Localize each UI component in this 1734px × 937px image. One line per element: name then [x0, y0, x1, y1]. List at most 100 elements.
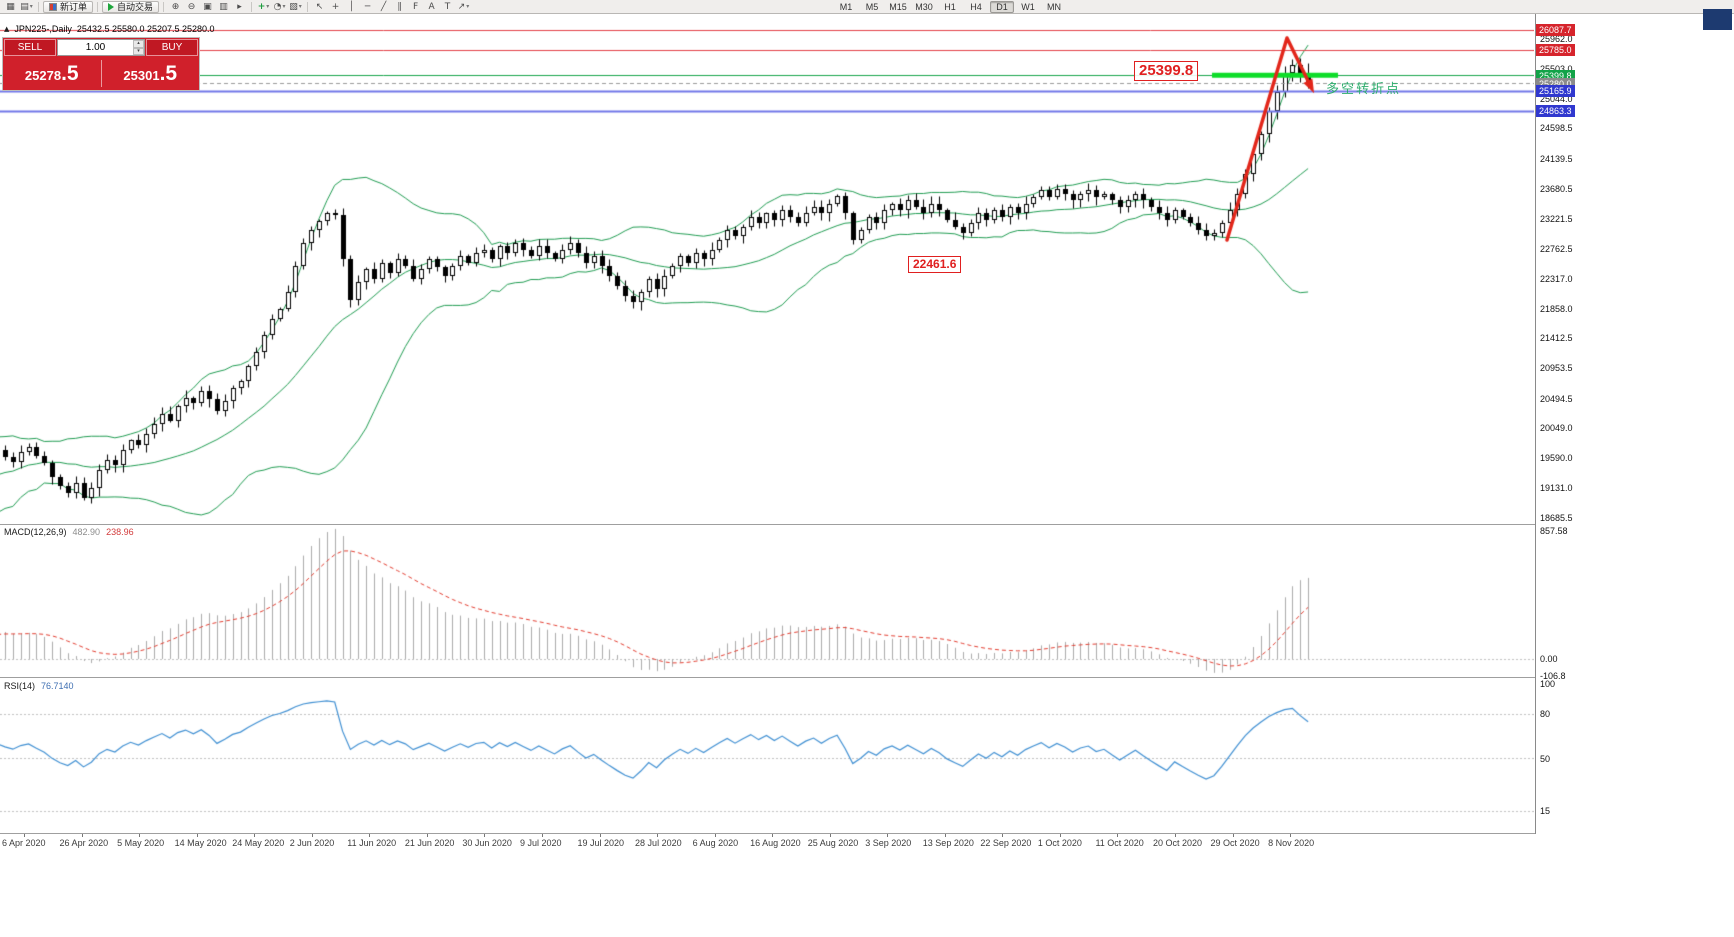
timeframe-m1[interactable]: M1 — [834, 1, 858, 13]
price-axis-label: -106.8 — [1540, 670, 1566, 681]
cascade-windows-icon: ▥ — [219, 1, 228, 12]
macd-title: MACD(12,26,9) — [4, 527, 67, 537]
buy-price[interactable]: 25301 .5 — [102, 63, 200, 84]
arrows-icon[interactable]: ↗ ▾ — [456, 1, 471, 13]
time-axis-label: 29 Oct 2020 — [1210, 838, 1260, 848]
time-axis-separator — [0, 833, 1610, 834]
time-axis-tick — [1059, 834, 1061, 837]
new-order-button[interactable]: 新订单 — [43, 0, 94, 13]
time-axis-label: 2 Jun 2020 — [289, 838, 335, 848]
price-axis-label: 15 — [1540, 806, 1551, 817]
text-icon[interactable]: A — [424, 1, 439, 13]
time-axis-tick — [139, 834, 141, 837]
macd-panel-separator[interactable] — [0, 524, 1610, 525]
timeframe-w1[interactable]: W1 — [1016, 1, 1040, 13]
time-axis-label: 8 Nov 2020 — [1268, 838, 1315, 848]
volume-up-button[interactable]: ▴ — [133, 40, 144, 48]
trendline-icon[interactable]: ╱ — [376, 1, 391, 13]
timeframe-m5[interactable]: M5 — [860, 1, 884, 13]
sell-price[interactable]: 25278 .5 — [3, 63, 101, 84]
cursor-icon[interactable]: ↖ — [312, 1, 327, 13]
profiles-icon[interactable]: ▤ ▾ — [19, 1, 34, 13]
zoom-out-icon[interactable]: ⊖ — [184, 1, 199, 13]
time-axis-tick — [887, 834, 889, 837]
crosshair-icon: + — [331, 1, 340, 12]
price-axis-label: 25503.0 — [1540, 64, 1573, 74]
time-axis-label: 21 Jun 2020 — [404, 838, 455, 848]
price-badge: 26087.7 — [1536, 24, 1575, 37]
timeframe-m15[interactable]: M15 — [886, 1, 910, 13]
chart-annotations-layer: 25399.8 22461.6 多空转折点 — [0, 14, 1534, 524]
buy-button[interactable]: BUY — [146, 39, 198, 56]
volume-value[interactable]: 1.00 — [85, 42, 106, 53]
scrollbar-thumb[interactable] — [1703, 9, 1732, 30]
price-axis-label: 24598.5 — [1540, 123, 1573, 134]
indicators-icon[interactable]: + ▾ — [256, 1, 271, 13]
trendline-icon: ╱ — [380, 1, 387, 12]
timeframe-mn[interactable]: MN — [1042, 1, 1066, 13]
dropdown-caret-icon: ▾ — [466, 3, 470, 10]
rsi-panel-separator[interactable] — [0, 677, 1610, 678]
price-axis-label: 20494.5 — [1540, 393, 1573, 404]
trade-widget-top-row: SELL 1.00 ▴ ▾ BUY — [3, 38, 199, 57]
price-axis-label: 100 — [1540, 679, 1556, 690]
time-axis-tick — [1175, 834, 1176, 837]
time-axis-tick — [1290, 834, 1292, 837]
fibonacci-icon[interactable]: F — [408, 1, 423, 13]
volume-down-button[interactable]: ▾ — [133, 47, 144, 55]
rsi-panel-label: RSI(14) 76.7140 — [4, 681, 74, 691]
periods-icon[interactable]: ◔ ▾ — [272, 1, 287, 13]
toolbar-separator — [251, 1, 253, 12]
arrows-icon: ↗ — [457, 1, 466, 12]
tile-windows-icon[interactable]: ▣ — [200, 1, 215, 13]
rsi-indicator-canvas[interactable] — [0, 678, 1534, 833]
order-icon — [49, 2, 57, 11]
price-label-object[interactable]: 25399.8 — [1134, 61, 1199, 81]
crosshair-icon[interactable]: + — [328, 1, 343, 13]
timeframe-d1[interactable]: D1 — [990, 0, 1015, 13]
cascade-windows-icon[interactable]: ▥ — [216, 1, 231, 13]
time-axis-label: 6 Aug 2020 — [692, 838, 739, 848]
autotrading-button[interactable]: 自动交易 — [102, 0, 160, 13]
sell-button[interactable]: SELL — [4, 39, 56, 56]
time-axis-tick — [311, 834, 313, 837]
dropdown-caret-icon: ▾ — [266, 3, 270, 10]
vertical-line-icon[interactable]: │ — [344, 1, 359, 13]
time-axis-tick — [1002, 834, 1004, 837]
timeframe-buttons: M1 M5 M15 M30 H1 H4 D1 W1 MN — [833, 0, 1067, 13]
dropdown-caret-icon: ▾ — [298, 3, 302, 10]
time-axis-tick — [657, 834, 659, 837]
channel-icon[interactable]: ∥ — [392, 1, 407, 13]
zoom-in-icon[interactable]: ⊕ — [168, 1, 183, 13]
time-axis-label: 20 Oct 2020 — [1153, 838, 1203, 848]
time-axis-label: 28 Jul 2020 — [635, 838, 682, 848]
time-axis-tick — [369, 834, 371, 837]
fibonacci-icon: F — [412, 1, 419, 12]
horizontal-line-icon[interactable]: ─ — [360, 1, 375, 13]
new-chart-icon[interactable]: ▦ — [3, 1, 18, 13]
label-icon[interactable]: T — [440, 1, 455, 13]
chart-ohlc-values: 25432.5 25580.0 25207.5 25280.0 — [76, 24, 215, 34]
time-axis-tick — [254, 834, 256, 837]
macd-indicator-canvas[interactable] — [0, 525, 1534, 677]
main-chart-canvas[interactable] — [0, 14, 1534, 524]
timeframe-h1[interactable]: H1 — [938, 1, 962, 13]
timeframe-m30[interactable]: M30 — [912, 1, 936, 13]
time-axis-tick — [1232, 834, 1234, 837]
price-axis-label: 24139.5 — [1540, 153, 1573, 164]
time-axis-label: 11 Oct 2020 — [1095, 838, 1144, 848]
time-axis-label: 13 Sep 2020 — [922, 838, 974, 848]
text-icon: A — [428, 1, 435, 12]
time-axis-label: 24 May 2020 — [232, 838, 285, 848]
indicators-icon: + — [257, 1, 266, 12]
templates-icon[interactable]: ▧ ▾ — [288, 1, 303, 13]
time-axis-label: 1 Oct 2020 — [1037, 838, 1082, 848]
time-axis-tick — [1117, 834, 1119, 837]
time-axis-label: 3 Sep 2020 — [865, 838, 912, 848]
price-label-object[interactable]: 22461.6 — [908, 256, 962, 273]
price-axis-label: 22762.5 — [1540, 244, 1573, 255]
chart-shift-icon[interactable]: ▸ — [232, 1, 247, 13]
timeframe-h4[interactable]: H4 — [964, 1, 988, 13]
note-text-object[interactable]: 多空转折点 — [1326, 81, 1402, 96]
